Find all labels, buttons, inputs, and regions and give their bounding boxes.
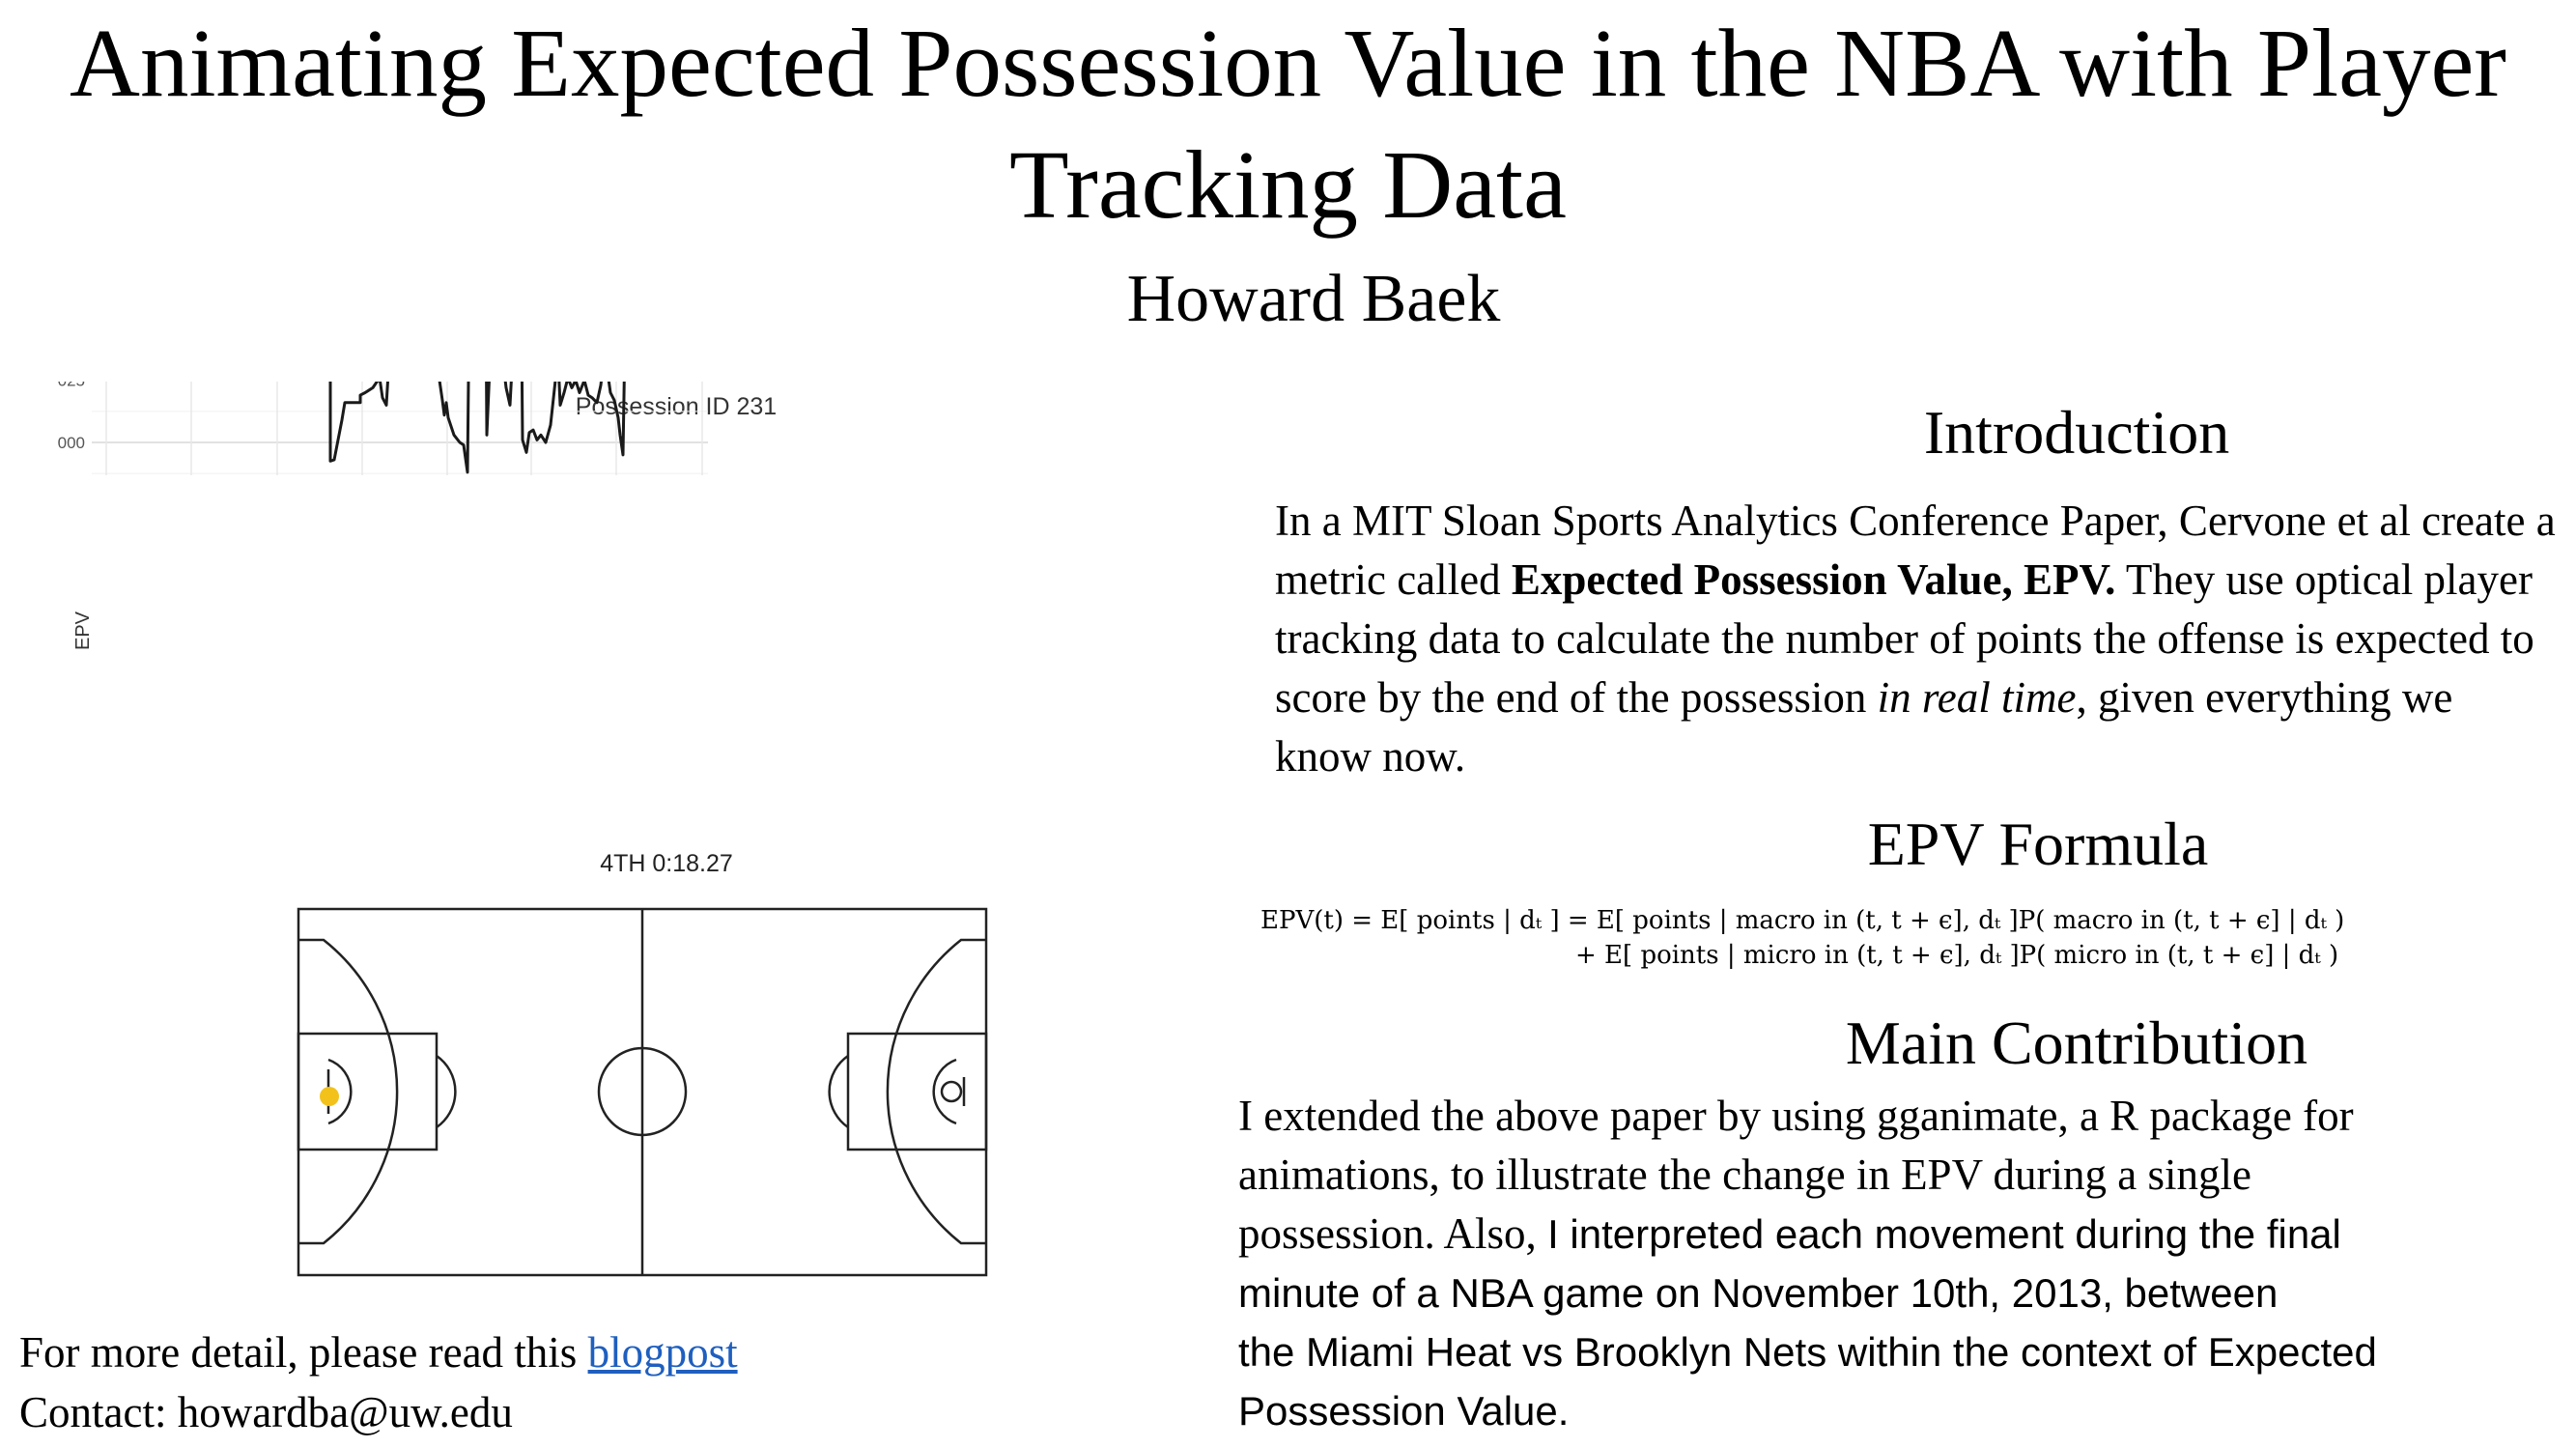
ball xyxy=(320,1087,339,1106)
epv-formula: EPV(t) = E[ points | dₜ ] = E[ points | … xyxy=(1260,903,2344,973)
right-half-markings xyxy=(828,938,988,1245)
y-axis-label: EPV xyxy=(72,611,94,650)
contribution-line: Possession Value. xyxy=(1238,1388,1570,1434)
frame-clock-label: 4TH 0:18.27 xyxy=(600,850,733,877)
chart-grid xyxy=(92,382,708,475)
center-circle xyxy=(597,1046,688,1137)
contribution-text: I extended the above paper by using ggan… xyxy=(1238,1087,2571,1440)
epv-series-line xyxy=(328,382,626,474)
contribution-line: possession. Also, I interpreted each mov… xyxy=(1238,1205,2571,1264)
formula-line-1: EPV(t) = E[ points | dₜ ] = E[ points | … xyxy=(1260,906,2345,935)
y-tick-label: 1.025 xyxy=(58,382,85,390)
detail-prefix: For more detail, please read this xyxy=(19,1328,588,1377)
contribution-heading: Main Contribution xyxy=(1845,1009,2308,1077)
contact-line: Contact: howardba@uw.edu xyxy=(19,1388,513,1436)
intro-text-1: In a MIT Sloan Sports Analytics Conferen… xyxy=(1275,497,2556,604)
contribution-line: I extended the above paper by using ggan… xyxy=(1238,1092,2354,1140)
contribution-fragment: I interpreted each movement during the f… xyxy=(1547,1211,2341,1257)
intro-text-2: They use optical player tracking data to… xyxy=(1275,555,2534,722)
poster-title: Animating Expected Possession Value in t… xyxy=(70,9,2506,239)
epv-chart: Possession ID 231 1.0001.0251.0501.075 E… xyxy=(58,382,777,650)
y-tick-labels: 1.0001.0251.0501.075 xyxy=(58,382,85,452)
left-half-markings xyxy=(297,938,457,1245)
contribution-line: animations, to illustrate the change in … xyxy=(1238,1151,2251,1199)
basketball-court: 23316341219334 xyxy=(297,907,988,1277)
intro-text-3: , given everything we know now. xyxy=(1275,673,2453,781)
introduction-heading: Introduction xyxy=(1923,398,2230,467)
contribution-line: minute of a NBA game on November 10th, 2… xyxy=(1238,1270,2279,1316)
intro-bold-term: Expected Possession Value, EPV. xyxy=(1511,555,2116,604)
author-name: Howard Baek xyxy=(1126,262,1501,336)
detail-line: For more detail, please read this blogpo… xyxy=(19,1323,738,1382)
contribution-line: the Miami Heat vs Brooklyn Nets within t… xyxy=(1238,1329,2377,1375)
intro-italic-term: in real time xyxy=(1877,673,2077,722)
y-tick-label: 1.000 xyxy=(58,434,85,452)
chart-title: Possession ID 231 xyxy=(576,393,777,420)
blogpost-link[interactable]: blogpost xyxy=(587,1328,738,1377)
introduction-text: In a MIT Sloan Sports Analytics Conferen… xyxy=(1275,492,2560,786)
formula-line-2: + E[ points | micro in (t, t + ϵ], dₜ ]P… xyxy=(1575,941,2339,970)
formula-heading: EPV Formula xyxy=(1867,810,2209,878)
contribution-fragment: possession. Also, xyxy=(1238,1209,1548,1258)
